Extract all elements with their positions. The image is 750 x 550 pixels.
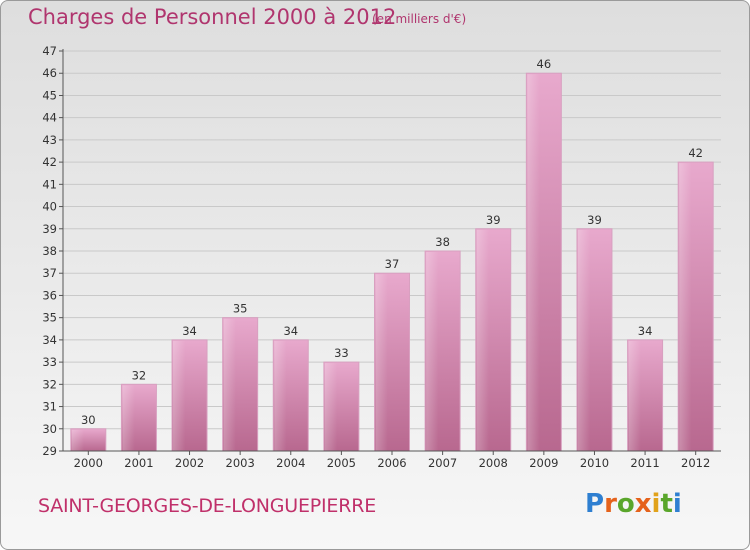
data-label: 30 (81, 413, 96, 427)
y-tick-label: 40 (42, 200, 57, 214)
data-label: 34 (283, 324, 298, 338)
x-tick-label: 2000 (74, 456, 103, 470)
proxiti-logo: Proxiti (585, 489, 682, 519)
chart-title: Charges de Personnel 2000 à 2012 (28, 5, 397, 29)
data-label: 46 (537, 57, 552, 71)
x-tick-label: 2003 (226, 456, 255, 470)
chart-subtitle: (en milliers d'€) (372, 12, 467, 26)
bar-highlight (122, 385, 135, 451)
y-tick-label: 36 (42, 288, 57, 302)
y-tick-label: 38 (42, 244, 57, 258)
logo-letter: t (660, 489, 673, 519)
x-tick-label: 2004 (276, 456, 305, 470)
x-tick-label: 2011 (630, 456, 659, 470)
bar-highlight (375, 274, 388, 451)
data-label: 34 (638, 324, 653, 338)
data-label: 35 (233, 302, 248, 316)
y-tick-label: 42 (42, 155, 57, 169)
logo-letter: o (616, 489, 635, 519)
y-tick-label: 41 (42, 177, 57, 191)
y-tick-label: 29 (42, 444, 57, 458)
data-label: 38 (435, 235, 450, 249)
x-tick-label: 2009 (529, 456, 558, 470)
x-tick-label: 2001 (124, 456, 153, 470)
bar-highlight (426, 252, 439, 451)
y-tick-label: 39 (42, 222, 57, 236)
data-label: 33 (334, 346, 349, 360)
bar-highlight (173, 340, 186, 451)
bar-highlight (527, 74, 540, 451)
y-tick-label: 35 (42, 311, 57, 325)
y-tick-label: 44 (42, 111, 57, 125)
commune-name: SAINT-GEORGES-DE-LONGUEPIERRE (38, 495, 377, 517)
bar-highlight (71, 429, 85, 451)
x-tick-label: 2012 (681, 456, 710, 470)
data-label: 37 (385, 257, 400, 271)
x-tick-label: 2010 (580, 456, 609, 470)
y-tick-label: 31 (42, 400, 57, 414)
bar-highlight (679, 163, 692, 451)
y-tick-label: 45 (42, 88, 57, 102)
bar-highlight (577, 229, 591, 451)
y-tick-label: 30 (42, 422, 57, 436)
y-tick-label: 47 (42, 44, 57, 58)
y-tick-label: 43 (42, 133, 57, 147)
data-label: 39 (486, 213, 501, 227)
data-label: 42 (688, 146, 703, 160)
logo-letter: i (651, 489, 661, 519)
data-label: 32 (132, 368, 147, 382)
bar-highlight (274, 340, 287, 451)
bar-highlight (476, 229, 489, 451)
data-label: 34 (182, 324, 197, 338)
x-tick-label: 2002 (175, 456, 204, 470)
y-tick-label: 37 (42, 266, 57, 280)
y-tick-label: 34 (42, 333, 57, 347)
bar-highlight (223, 318, 236, 451)
data-label: 39 (587, 213, 602, 227)
y-tick-label: 33 (42, 355, 57, 369)
x-tick-label: 2007 (428, 456, 457, 470)
y-tick-label: 46 (42, 66, 57, 80)
x-tick-label: 2006 (377, 456, 406, 470)
x-tick-label: 2005 (327, 456, 356, 470)
logo-letter: r (604, 489, 617, 519)
x-tick-label: 2008 (479, 456, 508, 470)
bar-highlight (628, 340, 641, 451)
bar-highlight (324, 363, 338, 451)
logo-letter: i (672, 489, 682, 519)
logo-letter: P (585, 489, 605, 519)
logo-letter: x (634, 489, 652, 519)
y-tick-label: 32 (42, 377, 57, 391)
